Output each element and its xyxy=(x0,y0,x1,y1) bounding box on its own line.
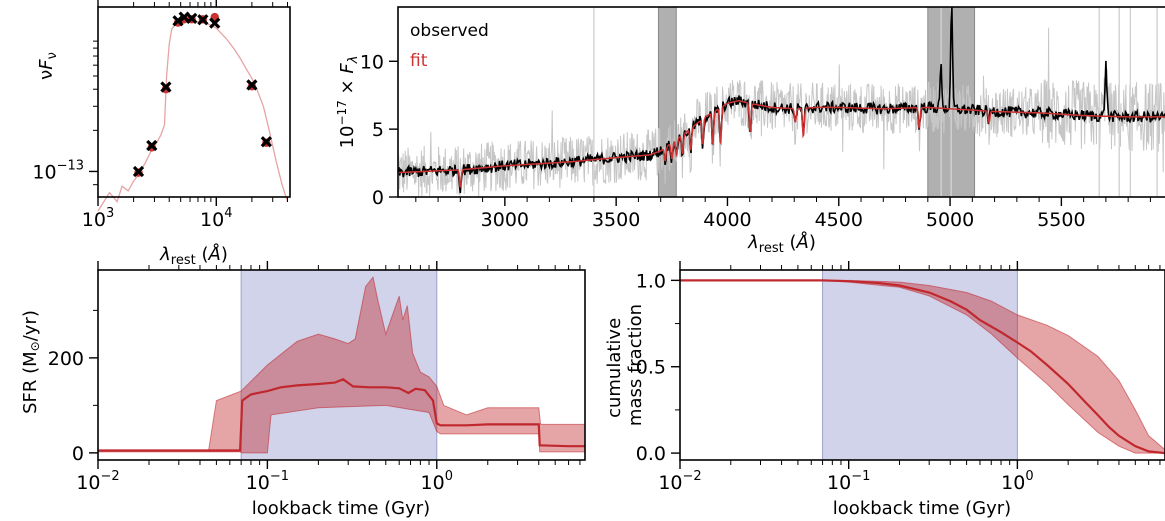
x-tick-label: 5000 xyxy=(926,209,974,231)
x-tick-label: 5500 xyxy=(1037,209,1085,231)
y-tick-label: 10 xyxy=(360,51,384,73)
median-line xyxy=(680,279,1165,455)
y-tick-label: 0 xyxy=(372,187,384,209)
x-tick-label: 3500 xyxy=(592,209,640,231)
x-tick-label: 10−1 xyxy=(827,469,870,494)
sed-observed-cross-stroke xyxy=(260,136,272,148)
sed-observed-point xyxy=(172,15,184,27)
sfh-ylabel: SFR (M⊙/yr) xyxy=(20,310,42,414)
spectrum-xlabel: λrest (Å) xyxy=(747,231,816,256)
mass-fraction-plot-area xyxy=(680,269,1165,461)
y-tick-label: 0.5 xyxy=(636,357,666,379)
sed-observed-point xyxy=(260,136,272,148)
posterior-band xyxy=(680,279,1165,454)
legend-observed: observed xyxy=(410,21,489,41)
mass-fraction-ylabel: cumulative mass fraction xyxy=(604,304,646,426)
spectrum-panel: 3000 3500 4000 4500 5000 5500 0 5 10 observed fi… xyxy=(335,6,1165,256)
sfh-axes: 10−2 10−1 100 0 200 xyxy=(48,261,581,494)
x-tick-label: 3000 xyxy=(481,209,529,231)
highlight-window xyxy=(822,269,1018,461)
median-line xyxy=(98,378,585,452)
sed-axes-frame xyxy=(97,6,291,198)
x-tick-label: 103 xyxy=(82,206,114,231)
sed-observed-cross-stroke xyxy=(186,12,198,25)
y-tick-label: 0.0 xyxy=(636,443,666,465)
sfh-axes-frame xyxy=(97,269,586,461)
sfh-panel: 10−2 10−1 100 0 200 SFR (M⊙/yr) lookback tim… xyxy=(20,261,586,519)
y-tick-label: 0 xyxy=(72,443,84,465)
mass-fraction-xlabel: lookback time (Gyr) xyxy=(833,498,1011,519)
mass-fraction-axes: 10−2 10−1 100 0.0 0.5 1.0 xyxy=(636,261,1161,494)
sed-observed-point xyxy=(146,139,158,152)
sed-observed-cross-stroke xyxy=(209,17,221,29)
sed-observed-point xyxy=(186,12,198,25)
sed-observed-point xyxy=(209,17,221,29)
sed-observed-point xyxy=(197,14,209,26)
spectrum-axes-frame xyxy=(397,6,1165,198)
sed-observed-cross-stroke xyxy=(146,139,158,152)
sed-observed-cross-stroke xyxy=(246,79,258,91)
y-tick-label: 1.0 xyxy=(636,270,666,292)
mass-fraction-ylabel-line-2: mass fraction xyxy=(625,304,646,426)
sed-observed-cross-stroke xyxy=(197,14,209,26)
mass-fraction-ylabel-line-1: cumulative xyxy=(604,318,625,418)
sed-model-curve xyxy=(97,18,289,212)
sed-observed-point xyxy=(132,165,145,178)
spectrum-axes: 3000 3500 4000 4500 5000 5500 0 5 10 xyxy=(360,51,1151,231)
spectrum-observed-errors xyxy=(398,17,1165,197)
x-tick-label: 10−2 xyxy=(76,469,119,494)
spectrum-masked-region xyxy=(657,7,677,197)
sed-axes: 103 104 10−13 xyxy=(32,0,288,231)
sed-observed-cross-stroke xyxy=(172,15,184,27)
legend-fit: fit xyxy=(410,51,428,71)
x-tick-label: 10−1 xyxy=(246,469,289,494)
mass-fraction-axes-frame xyxy=(679,269,1165,461)
x-tick-label: 4000 xyxy=(703,209,751,231)
y-tick-label: 5 xyxy=(372,119,384,141)
x-tick-label: 100 xyxy=(1001,469,1033,494)
sed-xlabel: λrest (Å) xyxy=(159,243,228,268)
highlight-window xyxy=(240,269,438,461)
mass-fraction-panel: 10−2 10−1 100 0.0 0.5 1.0 cumulative mass fra… xyxy=(604,261,1165,519)
sed-plot-area xyxy=(97,11,289,212)
sed-observed-point xyxy=(246,79,258,91)
sfh-xlabel: lookback time (Gyr) xyxy=(252,498,430,519)
posterior-band xyxy=(97,275,586,454)
sed-panel: 103 104 10−13 νFν λrest (Å) xyxy=(32,0,291,268)
x-tick-label: 10−2 xyxy=(658,469,701,494)
sed-ylabel: νFν xyxy=(36,52,60,80)
spectrum-ylabel: 10−17 × Fλ xyxy=(335,56,361,149)
sed-observed-point xyxy=(160,81,172,93)
x-tick-label: 4500 xyxy=(815,209,863,231)
sfh-plot-area xyxy=(97,269,586,461)
x-tick-label: 100 xyxy=(421,469,453,494)
y-tick-label: 10−13 xyxy=(32,158,84,183)
sed-observed-cross-stroke xyxy=(160,81,172,93)
x-tick-label: 104 xyxy=(200,206,232,231)
spectrum-fit-line xyxy=(398,99,1165,188)
y-tick-label: 200 xyxy=(48,348,84,370)
spectrum-plot-area xyxy=(398,7,1165,197)
sed-observed-cross-stroke xyxy=(132,165,145,178)
